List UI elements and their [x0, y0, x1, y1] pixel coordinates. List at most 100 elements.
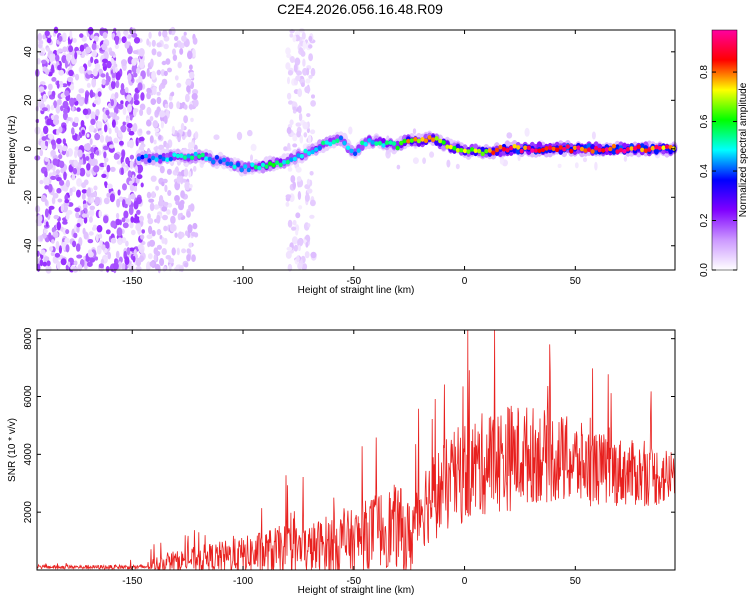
ridge-point	[324, 140, 329, 145]
spectrogram-point	[62, 46, 68, 53]
spectrogram-point	[84, 96, 88, 105]
spectrogram-point	[181, 35, 187, 42]
spectrogram-point	[192, 222, 198, 230]
ridge-point	[388, 140, 393, 145]
spectrogram-point	[47, 133, 54, 140]
spectrogram-point	[65, 179, 70, 188]
spectrogram-point	[85, 156, 90, 161]
spectrogram-point	[41, 136, 47, 141]
spectrogram-point	[105, 229, 111, 235]
spectrogram-point	[176, 132, 180, 138]
x-tick-label: -100	[233, 276, 253, 287]
spectrogram-point	[304, 193, 310, 202]
colorbar: 0.0 0.2 0.4 0.6 0.8 Normalized spectral ampl…	[699, 29, 749, 277]
spectrogram-point	[64, 237, 70, 244]
x-tick-label: -50	[347, 576, 362, 587]
spectrogram-point	[169, 223, 176, 233]
spectrogram-point	[55, 104, 61, 114]
spectrogram-point	[297, 191, 302, 200]
spectrogram-point	[46, 37, 52, 44]
spectrogram-point	[89, 138, 93, 145]
spectrogram-point	[194, 131, 199, 140]
spectrogram-point	[86, 133, 90, 138]
spectrogram-point	[103, 162, 107, 167]
spectrogram-point	[149, 116, 154, 122]
spectrogram-point	[44, 30, 50, 37]
spectrogram-point	[159, 110, 166, 118]
spectrogram-point	[127, 170, 132, 178]
spectrogram-point	[574, 162, 579, 169]
spectrogram-point	[81, 213, 87, 218]
spectrogram-point	[287, 76, 290, 85]
spectrogram-point	[172, 54, 178, 61]
spectrogram-point	[86, 188, 91, 198]
spectrogram-point	[153, 204, 160, 210]
spectrogram-point	[192, 48, 196, 58]
spectrogram-point	[98, 210, 102, 218]
spectrogram-point	[78, 88, 85, 94]
snr-panel: -150 -100 -50 0 50 2000 4000 6000 8000 Height o…	[7, 327, 676, 596]
spectrogram-point	[108, 127, 112, 135]
spectrogram-point	[109, 144, 115, 149]
spectrogram-point	[290, 175, 296, 183]
spectrogram-point	[156, 51, 162, 57]
spectrogram-point	[46, 260, 51, 267]
spectrogram-point	[129, 247, 136, 252]
spectrogram-point	[302, 40, 307, 50]
spectrogram-point	[39, 149, 44, 157]
spectrogram-point	[146, 106, 152, 116]
spectrogram-point	[51, 196, 56, 205]
spectrogram-point	[180, 265, 184, 273]
spectrogram-point	[67, 76, 74, 83]
spectrogram-point	[72, 240, 77, 248]
spectrogram-point	[296, 70, 302, 76]
spectrogram-point	[150, 58, 154, 68]
spectrogram-point	[41, 59, 47, 64]
snr-series	[36, 329, 676, 571]
spectrogram-point	[156, 96, 162, 105]
spectrogram-point	[163, 115, 168, 124]
spectrogram-point	[37, 32, 42, 42]
ridge-point	[470, 147, 475, 152]
spectrogram-point	[158, 134, 162, 141]
spectrogram-point	[121, 36, 127, 44]
spectrogram-point	[283, 146, 288, 152]
colorbar-tick-label: 0.0	[699, 263, 710, 277]
spectrogram-point	[285, 250, 292, 259]
y-tick-label: -40	[23, 238, 34, 253]
spectrogram-point	[187, 129, 192, 138]
spectrogram-point	[126, 118, 130, 122]
spectrogram-point	[128, 180, 133, 185]
spectrogram-point	[183, 115, 189, 124]
spectrogram-point	[123, 30, 129, 36]
spectrogram-point	[75, 167, 81, 176]
spectrogram-point	[304, 86, 311, 94]
spectrogram-point	[295, 75, 301, 82]
spectrogram-point	[186, 210, 191, 218]
spectrogram-point	[167, 202, 173, 208]
spectrogram-point	[115, 71, 121, 81]
spectrogram-point	[133, 249, 137, 256]
spectrogram-point	[90, 56, 94, 64]
spectrogram-point	[172, 207, 178, 216]
spectrogram-point	[48, 232, 52, 241]
ridge-point	[292, 156, 297, 162]
spectrogram-point	[82, 203, 88, 209]
spectrogram-point	[155, 185, 160, 191]
ridge-point	[480, 151, 485, 157]
ridge-point	[143, 157, 149, 165]
spectrogram-point	[76, 107, 81, 112]
spectrogram-point	[106, 164, 111, 173]
spectrogram-point	[582, 157, 588, 163]
spectrogram-point	[96, 246, 102, 255]
spectrogram-point	[129, 221, 134, 229]
ridge-point	[551, 146, 556, 152]
spectrogram-point	[75, 50, 82, 55]
spectrogram-point	[139, 59, 145, 69]
spectrogram-point	[133, 108, 137, 117]
spectrogram-point	[159, 165, 165, 174]
spectrogram-point	[189, 141, 195, 149]
spectrogram-point	[59, 145, 63, 154]
ridge-point	[611, 147, 617, 155]
